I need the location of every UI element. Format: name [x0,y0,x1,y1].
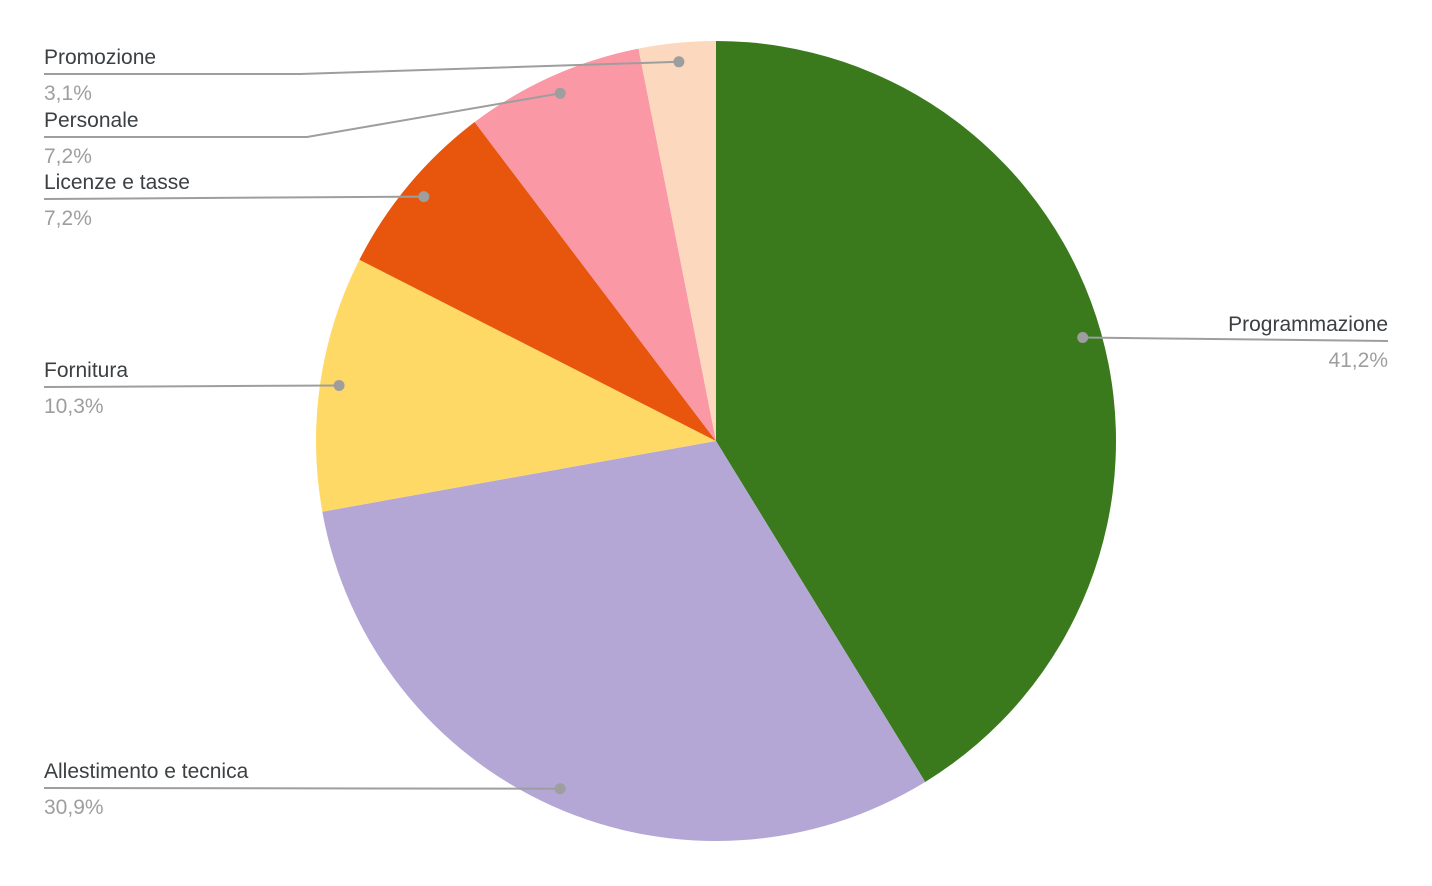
pie-slice-programmazione[interactable] [716,41,1117,782]
leader-line-programmazione [1082,336,1389,342]
leader-dot-personale [554,87,566,99]
leader-dot-fornitura [333,380,345,391]
slice-label-licenze-e-tasse: Licenze e tasse [44,171,190,194]
leader-dot-programmazione [1077,332,1089,343]
slice-label-personale: Personale [44,109,139,132]
leader-line-licenze-e-tasse [43,195,424,200]
slice-label-fornitura: Fornitura [44,359,129,382]
leader-line-allestimento-e-tecnica [43,787,561,790]
slice-percent-promozione: 3,1% [44,82,92,105]
leader-line-promozione [44,60,679,75]
leader-dot-licenze-e-tasse [418,191,430,203]
slice-label-promozione: Promozione [44,46,157,69]
leader-dot-promozione [673,56,685,68]
slice-label-allestimento-e-tecnica: Allestimento e tecnica [44,760,249,783]
pie-slice-fornitura[interactable] [316,259,716,512]
slice-percent-fornitura: 10,3% [44,395,104,418]
slice-percent-licenze-e-tasse: 7,2% [44,207,92,230]
pie-slice-promozione[interactable] [638,41,717,441]
pie-slice-licenze-e-tasse[interactable] [359,122,716,441]
slice-percent-allestimento-e-tecnica: 30,9% [44,796,104,819]
leader-dot-allestimento-e-tecnica [554,783,566,795]
slice-label-programmazione: Programmazione [1228,313,1388,336]
pie-slice-allestimento-e-tecnica[interactable] [322,441,926,841]
leader-line-personale [44,92,561,138]
slice-percent-programmazione: 41,2% [1328,349,1388,372]
slice-percent-personale: 7,2% [44,145,92,168]
pie-slice-personale[interactable] [474,48,716,441]
leader-line-fornitura [43,384,340,388]
